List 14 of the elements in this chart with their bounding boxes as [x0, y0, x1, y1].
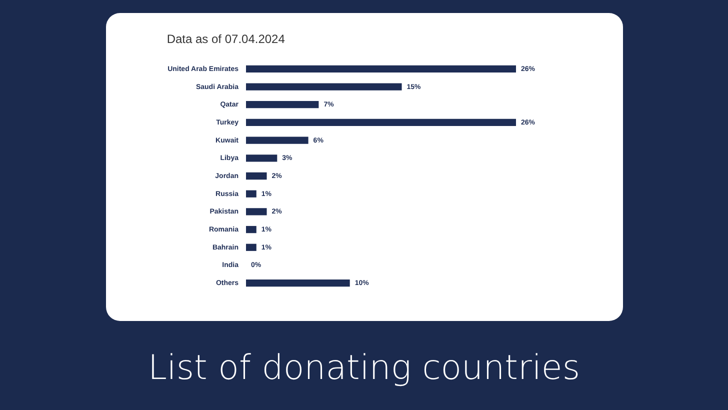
bar [246, 118, 516, 126]
text: List of donating countries [146, 348, 582, 388]
bar [246, 172, 267, 180]
bar [246, 190, 256, 198]
bar [246, 101, 319, 108]
bar [246, 280, 350, 287]
bar [246, 136, 308, 144]
bar [246, 83, 402, 90]
chart-subtitle: Data as of 07.04.2024 [166, 32, 286, 46]
bar [246, 208, 267, 216]
bar [246, 154, 278, 162]
bar [246, 65, 516, 72]
bar [246, 244, 256, 251]
bar [246, 226, 256, 234]
